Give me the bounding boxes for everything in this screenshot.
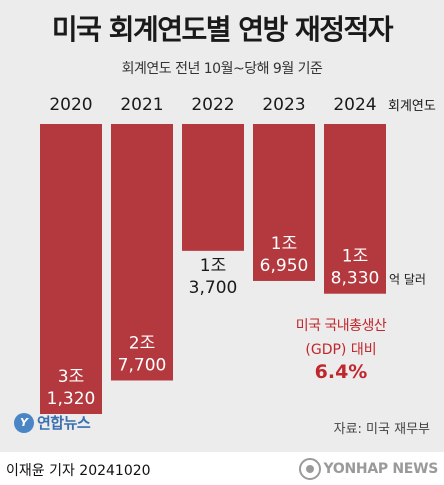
bars-layer: [40, 124, 386, 414]
year-label-2020: 2020: [49, 95, 92, 115]
yonhap-logo-text: 연합뉴스: [37, 414, 91, 432]
value-label-2023-1: 1조: [271, 234, 297, 254]
value-label-2022-2: 3,700: [189, 278, 238, 298]
chart-subtitle: 회계연도 전년 10월~당해 9월 기준: [121, 61, 323, 77]
bar-2021: [111, 124, 173, 381]
year-label-2021: 2021: [120, 95, 163, 115]
gdp-note-line2: (GDP) 대비: [305, 342, 377, 358]
deficit-bar-chart: 20203조1,32020212조7,70020221조3,70020231조6…: [40, 95, 436, 414]
value-label-2020-1: 3조: [58, 367, 84, 387]
value-label-2023-2: 6,950: [260, 256, 309, 276]
unit-label: 억 달러: [389, 273, 426, 287]
yonhap-watermark: YONHAP NEWS: [298, 458, 439, 480]
reporter-credit: 이재윤 기자 20241020: [6, 463, 151, 479]
main-panel: 미국 회계연도별 연방 재정적자 회계연도 전년 10월~당해 9월 기준 20…: [0, 0, 444, 452]
chart-title: 미국 회계연도별 연방 재정적자: [51, 13, 394, 46]
gdp-note-line1: 미국 국내총생산: [295, 318, 387, 334]
gdp-ratio-value: 6.4%: [314, 361, 368, 383]
yonhap-logo: Y 연합뉴스: [14, 412, 91, 433]
footer-bar: 이재윤 기자 20241020 YONHAP NEWS: [0, 452, 444, 485]
year-label-2022: 2022: [191, 95, 234, 115]
yonhap-logo-icon: Y: [14, 412, 34, 433]
year-label-2023: 2023: [262, 95, 305, 115]
value-label-2021-2: 7,700: [118, 355, 167, 375]
value-label-2024-1: 1조: [342, 247, 368, 267]
bar-2024: [324, 124, 386, 294]
bar-2022: [182, 124, 244, 251]
watermark-globe-icon: [298, 458, 321, 480]
fiscal-year-suffix: 회계연도: [388, 99, 436, 114]
value-label-2021-1: 2조: [129, 333, 155, 353]
value-label-2022-1: 1조: [200, 256, 226, 276]
year-label-2024: 2024: [333, 95, 376, 115]
bar-2020: [40, 124, 102, 414]
labels-layer: 20203조1,32020212조7,70020221조3,70020231조6…: [47, 95, 436, 409]
gdp-ratio-note: 미국 국내총생산 (GDP) 대비 6.4%: [266, 315, 416, 383]
bar-2023: [253, 124, 315, 281]
source-note: 자료: 미국 재무부: [333, 422, 430, 437]
value-label-2020-2: 1,320: [47, 389, 96, 409]
watermark-text: YONHAP NEWS: [323, 461, 439, 477]
value-label-2024-2: 8,330: [331, 269, 380, 289]
